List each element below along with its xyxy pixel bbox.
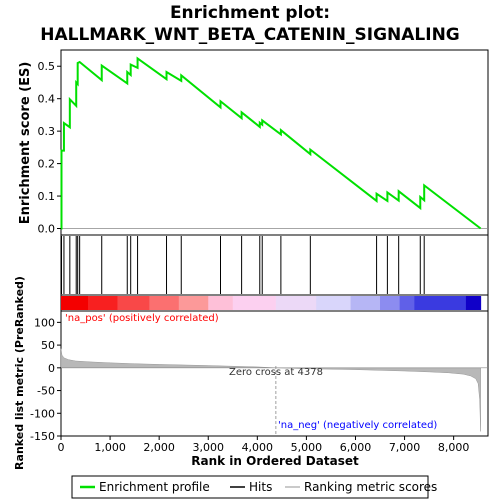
metric-tick-label: 100 [34, 316, 55, 329]
es-tick-label: 0.4 [38, 93, 56, 106]
heatmap-segment [399, 296, 415, 310]
heatmap-segment [414, 296, 467, 310]
heatmap-segment [232, 296, 277, 310]
es-curve-group [60, 56, 488, 230]
x-tick-label: 1,000 [94, 441, 126, 454]
metric-tick-label: -50 [37, 385, 55, 398]
x-tick-label: 2,000 [143, 441, 175, 454]
x-tick-label: 3,000 [192, 441, 224, 454]
x-tick-label: 6,000 [340, 441, 372, 454]
hit-markers [60, 236, 425, 294]
heatmap-segment [275, 296, 317, 310]
heatmap-segment [178, 296, 209, 310]
neg-correlated-label: 'na_neg' (negatively correlated) [278, 420, 437, 431]
es-curve [60, 56, 482, 230]
chart-title-line2: HALLMARK_WNT_BETA_CATENIN_SIGNALING [40, 25, 460, 45]
es-tick-label: 0.5 [38, 60, 56, 73]
x-tick-label: 7,000 [389, 441, 421, 454]
legend-box [71, 475, 429, 499]
zero-cross-label: Zero cross at 4378 [229, 367, 323, 378]
metric-tick-label: 0 [48, 362, 55, 375]
rank-heatmap [61, 296, 482, 310]
pos-correlated-label: 'na_pos' (positively correlated) [65, 313, 219, 324]
heatmap-segment [465, 296, 482, 310]
legend: Enrichment profile Hits Ranking metric s… [71, 475, 437, 499]
x-axis-label: Rank in Ordered Dataset [191, 454, 359, 468]
heatmap-segment [149, 296, 180, 310]
x-tick-label: 4,000 [242, 441, 274, 454]
legend-es-label: Enrichment profile [99, 480, 210, 494]
es-tick-label: 0.3 [38, 125, 56, 138]
es-tick-label: 0.0 [38, 223, 56, 236]
metric-tick-label: -100 [30, 407, 55, 420]
legend-hits-label: Hits [249, 480, 272, 494]
metric-area-fill [60, 348, 481, 432]
heatmap-segment [208, 296, 234, 310]
es-tick-label: 0.1 [38, 190, 56, 203]
heatmap-segment [61, 296, 89, 310]
es-panel [60, 49, 489, 236]
heatmap-segment [87, 296, 118, 310]
es-tick-label: 0.2 [38, 158, 56, 171]
heatmap-segment [117, 296, 150, 310]
heatmap-segment [380, 296, 401, 310]
metric-tick-label: 50 [41, 339, 55, 352]
x-tick-label: 8,000 [438, 441, 470, 454]
legend-metric-label: Ranking metric scores [304, 480, 437, 494]
metric-panel [60, 310, 489, 437]
metric-area [60, 348, 488, 436]
x-tick-label: 5,000 [291, 441, 323, 454]
hits-panel [60, 234, 489, 296]
heatmap-segment [316, 296, 352, 310]
es-axis-label: Enrichment score (ES) [18, 62, 33, 225]
chart-title-line1: Enrichment plot: [170, 3, 330, 23]
metric-tick-label: -150 [30, 430, 55, 443]
metric-axis-label: Ranked list metric (PreRanked) [13, 276, 26, 470]
heatmap-segment [350, 296, 381, 310]
x-tick-label: 0 [58, 441, 65, 454]
